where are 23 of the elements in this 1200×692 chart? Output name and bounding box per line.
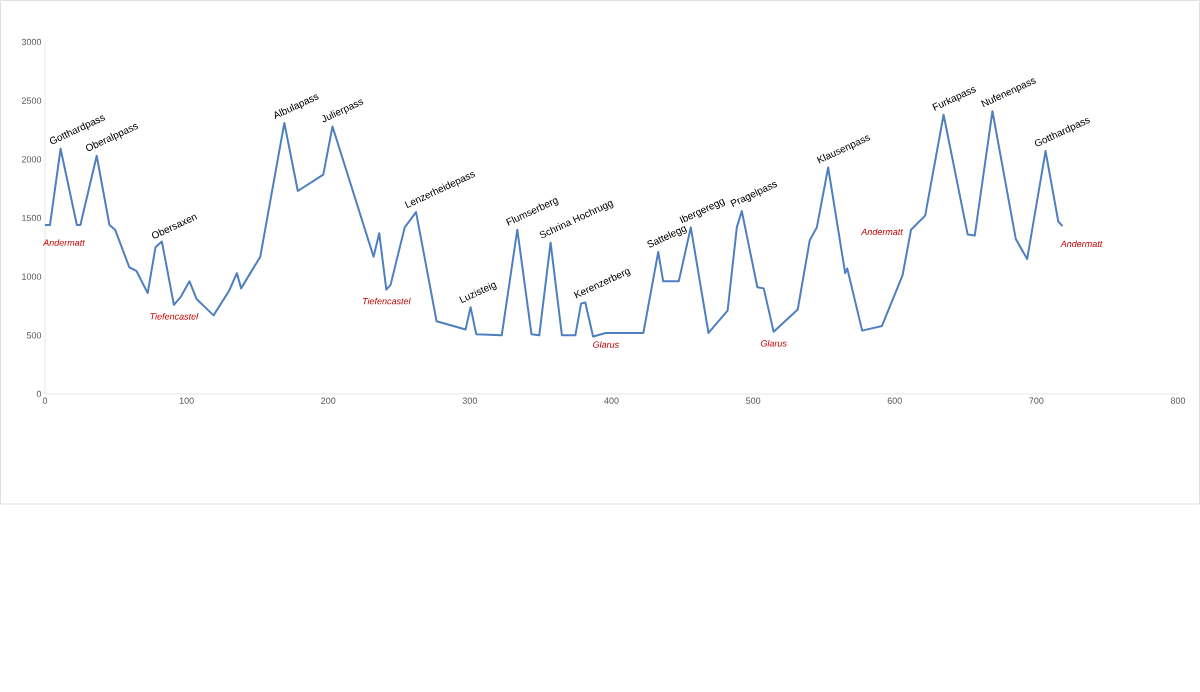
x-tick-label: 500 xyxy=(745,397,761,404)
x-tick-label: 0 xyxy=(42,397,48,404)
annotation: Andermatt xyxy=(860,228,904,236)
annotation: Andermatt xyxy=(1060,240,1103,248)
x-tick-label: 700 xyxy=(1029,397,1044,404)
x-tick-label: 200 xyxy=(321,397,336,404)
annotation: Tiefencastel xyxy=(150,313,199,320)
annotation: Glarus xyxy=(593,341,619,348)
x-tick-label: 800 xyxy=(1170,397,1186,404)
y-tick-label: 1500 xyxy=(22,214,42,222)
y-tick-label: 2000 xyxy=(21,156,42,163)
annotation: Tiefencastel xyxy=(362,297,411,305)
y-tick-label: 3000 xyxy=(21,38,42,46)
y-tick-label: 0 xyxy=(36,390,42,398)
y-tick-label: 2500 xyxy=(21,97,42,104)
x-tick-label: 100 xyxy=(179,397,194,404)
y-tick-label: 500 xyxy=(26,332,42,339)
x-tick-label: 600 xyxy=(887,397,902,404)
x-tick-label: 400 xyxy=(604,397,619,404)
y-tick-label: 1000 xyxy=(22,273,42,280)
annotation: Andermatt xyxy=(42,239,86,246)
annotation: Glarus xyxy=(760,340,787,347)
x-tick-label: 300 xyxy=(462,397,478,404)
